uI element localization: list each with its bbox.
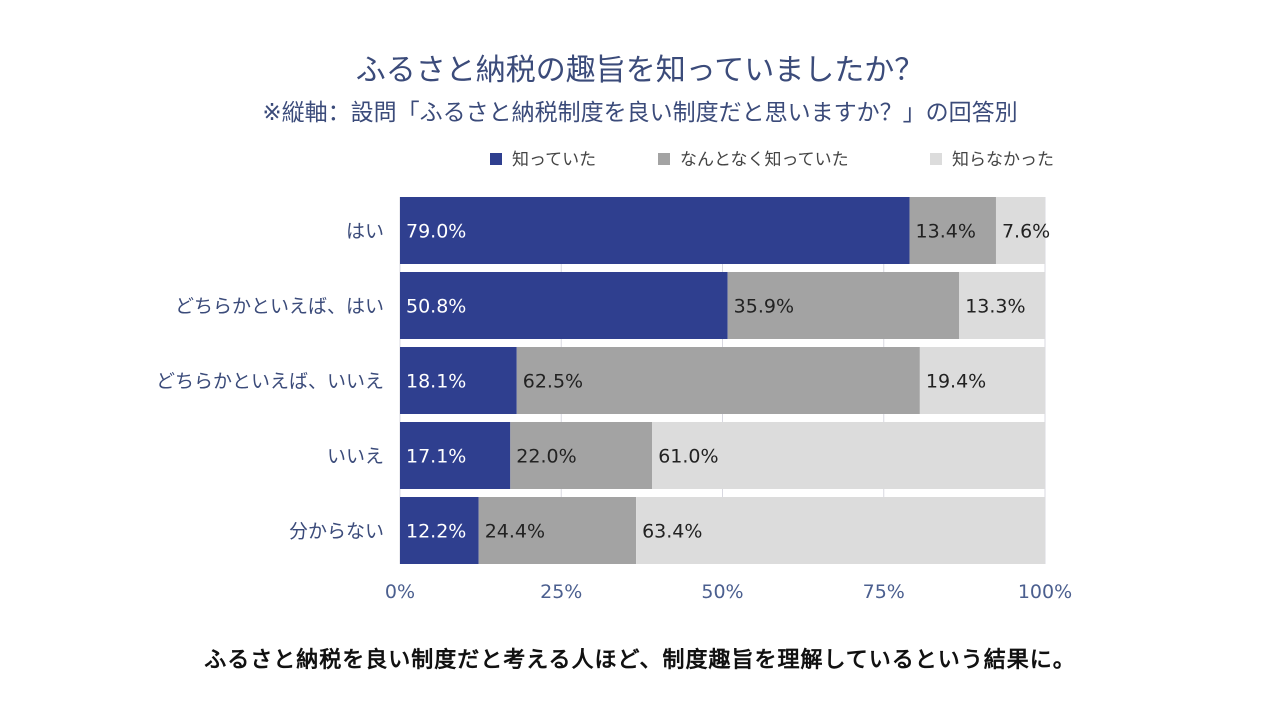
legend-item-somewhat-known-label: なんとなく知っていた — [680, 150, 849, 170]
bar-segment — [400, 347, 517, 414]
bar-segment — [400, 272, 728, 339]
bar-segment — [959, 272, 1045, 339]
category-label: どちらかといえば、はい — [175, 296, 384, 318]
legend-item-known-swatch — [490, 153, 502, 165]
bar-segment — [400, 422, 511, 489]
bar-value-label: 17.1% — [406, 446, 466, 468]
category-label: 分からない — [289, 521, 384, 543]
bar-value-label: 50.8% — [406, 296, 466, 318]
bar-segment — [995, 197, 1045, 264]
x-tick-label: 100% — [1018, 581, 1072, 603]
bar-value-label: 13.3% — [965, 296, 1025, 318]
bar-value-label: 63.4% — [642, 521, 702, 543]
legend-item-unknown-label: 知らなかった — [952, 150, 1054, 170]
bar-value-label: 61.0% — [658, 446, 718, 468]
bar-segment — [400, 497, 479, 564]
chart-caption: ふるさと納税を良い制度だと考える人ほど、制度趣旨を理解しているという結果に。 — [204, 648, 1076, 673]
chart-title: ふるさと納税の趣旨を知っていましたか？ — [356, 53, 925, 88]
bar-segment — [652, 422, 1045, 489]
category-label: いいえ — [327, 446, 384, 468]
bar-segment — [919, 347, 1045, 414]
chart-subtitle: ※縦軸：設問「ふるさと納税制度を良い制度だと思いますか？」の回答別 — [262, 100, 1017, 126]
x-tick-label: 25% — [540, 581, 582, 603]
bar-segment — [478, 497, 637, 564]
bar-value-label: 18.1% — [406, 371, 466, 393]
bar-segment — [727, 272, 960, 339]
bar-value-label: 35.9% — [734, 296, 794, 318]
bar-segment — [516, 347, 920, 414]
legend-item-somewhat-known-swatch — [658, 153, 670, 165]
bar-segment — [400, 197, 910, 264]
bar-value-label: 7.6% — [1002, 221, 1050, 243]
bar-value-label: 12.2% — [406, 521, 466, 543]
bar-value-label: 24.4% — [485, 521, 545, 543]
bar-value-label: 62.5% — [523, 371, 583, 393]
bar-value-label: 19.4% — [926, 371, 986, 393]
bar-value-label: 22.0% — [516, 446, 576, 468]
legend-item-known-label: 知っていた — [512, 150, 596, 170]
legend-item-unknown-swatch — [930, 153, 942, 165]
x-tick-label: 0% — [385, 581, 415, 603]
bar-segment — [510, 422, 653, 489]
x-tick-label: 75% — [863, 581, 905, 603]
stacked-bar-chart: ふるさと納税の趣旨を知っていましたか？ ※縦軸：設問「ふるさと納税制度を良い制度だ… — [156, 53, 1072, 603]
category-label: どちらかといえば、いいえ — [156, 371, 384, 393]
bar-value-label: 79.0% — [406, 221, 466, 243]
category-label: はい — [346, 221, 384, 243]
bar-segment — [636, 497, 1045, 564]
bar-segment — [909, 197, 996, 264]
bar-value-label: 13.4% — [916, 221, 976, 243]
x-tick-label: 50% — [701, 581, 743, 603]
